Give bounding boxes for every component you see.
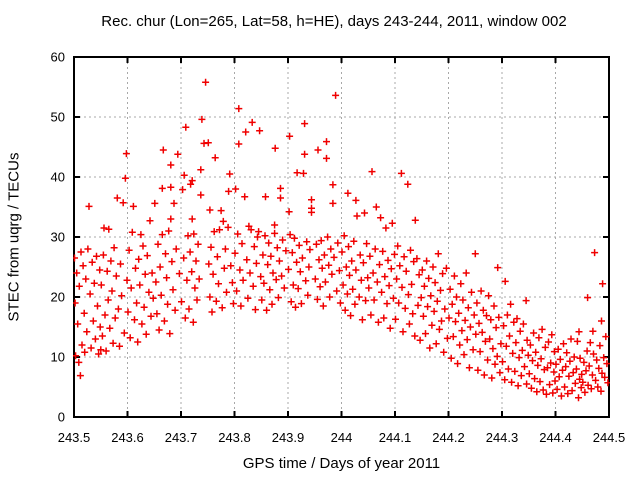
x-tick-label: 244.3 bbox=[486, 430, 519, 445]
y-tick-label: 60 bbox=[51, 50, 65, 65]
y-tick-label: 10 bbox=[51, 350, 65, 365]
chart-title: Rec. chur (Lon=265, Lat=58, h=HE), days … bbox=[101, 13, 567, 30]
x-tick-label: 244.2 bbox=[432, 430, 465, 445]
tick-labels: 243.5 243.6 243.7 243.8 243.9 244 244.1 244.2 24… bbox=[51, 50, 626, 446]
y-tick-label: 20 bbox=[51, 290, 65, 305]
x-axis-label: GPS time / Days of year 2011 bbox=[242, 455, 441, 472]
grid-lines bbox=[74, 57, 609, 417]
x-tick-label: 244.4 bbox=[539, 430, 572, 445]
x-tick-label: 243.7 bbox=[165, 430, 198, 445]
y-tick-label: 50 bbox=[51, 110, 65, 125]
x-tick-label: 243.5 bbox=[58, 430, 91, 445]
x-tick-label: 244.1 bbox=[379, 430, 412, 445]
scatter-markers bbox=[73, 78, 610, 402]
y-tick-label: 30 bbox=[51, 230, 65, 245]
x-tick-label: 244.5 bbox=[593, 430, 626, 445]
x-tick-label: 243.6 bbox=[111, 430, 144, 445]
y-tick-label: 0 bbox=[58, 410, 65, 425]
x-tick-label: 243.9 bbox=[272, 430, 305, 445]
x-tick-label: 244 bbox=[331, 430, 353, 445]
data-points bbox=[73, 78, 610, 402]
y-tick-label: 40 bbox=[51, 170, 65, 185]
x-tick-label: 243.8 bbox=[218, 430, 251, 445]
